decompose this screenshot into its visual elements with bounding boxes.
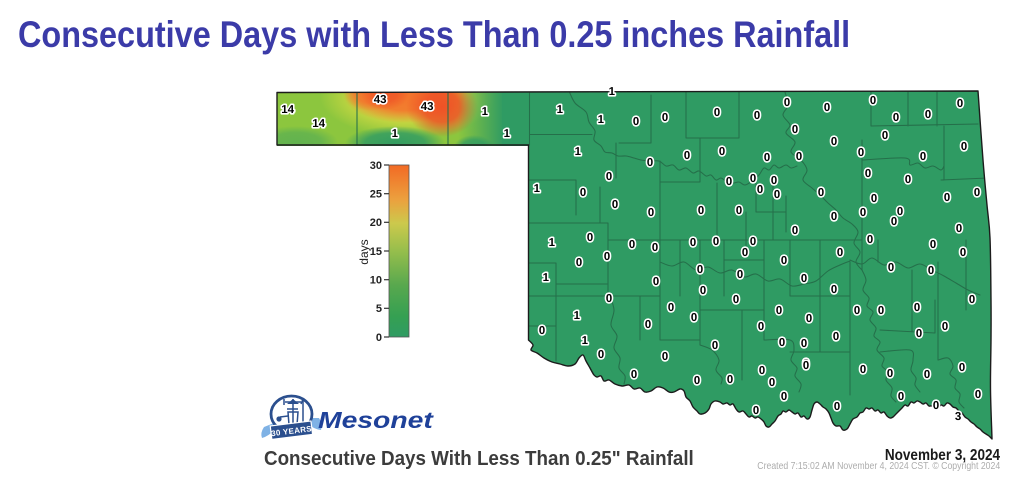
svg-text:days: days	[357, 239, 371, 264]
svg-text:0: 0	[376, 332, 382, 344]
svg-text:25: 25	[370, 189, 382, 201]
svg-text:Mesonet: Mesonet	[318, 408, 434, 433]
svg-text:10: 10	[370, 275, 382, 287]
svg-text:30: 30	[370, 160, 382, 172]
svg-text:15: 15	[370, 246, 382, 258]
svg-text:5: 5	[376, 303, 382, 315]
svg-text:20: 20	[370, 217, 382, 229]
